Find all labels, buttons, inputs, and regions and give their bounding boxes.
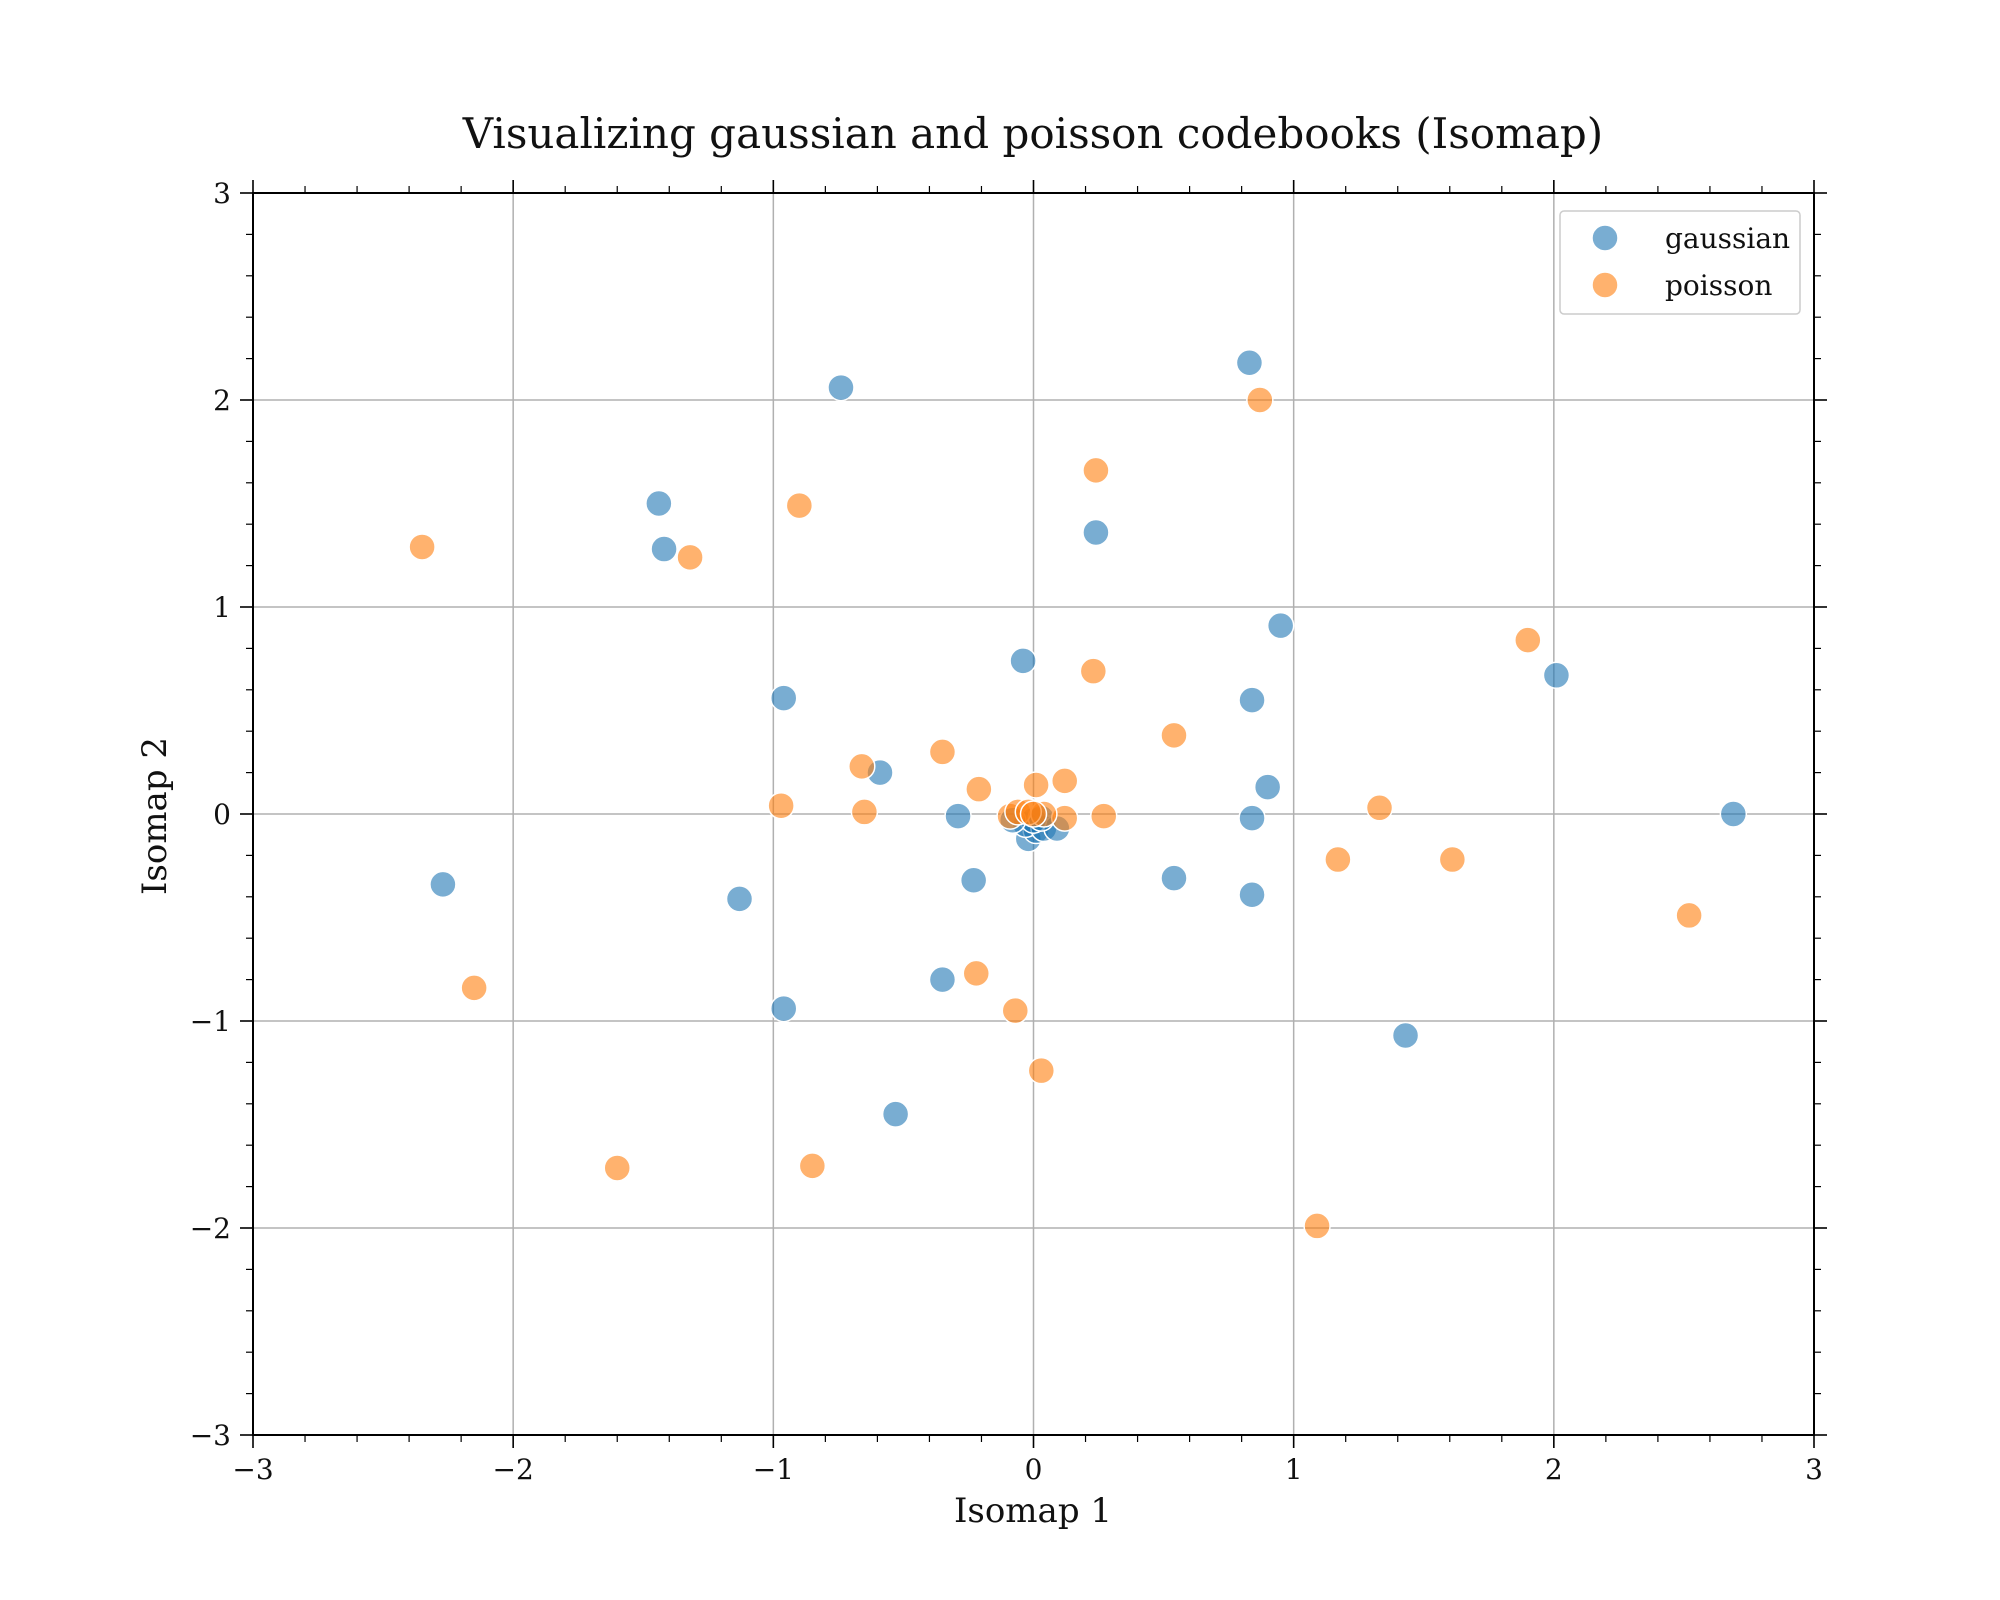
y-tick-label: −2 — [190, 1212, 231, 1245]
poisson-point — [676, 543, 704, 572]
y-tick-label: 3 — [213, 177, 231, 210]
gaussian-point — [725, 885, 754, 913]
poisson-point — [1675, 901, 1703, 930]
gaussian-point — [1009, 647, 1037, 675]
y-tick-label: 2 — [213, 384, 231, 417]
poisson-point — [603, 1154, 631, 1182]
gaussian-point — [769, 994, 798, 1023]
gaussian-point — [1391, 1021, 1420, 1050]
poisson-point — [767, 791, 795, 820]
gaussian-point — [645, 489, 673, 518]
poisson-point — [1514, 626, 1542, 654]
poisson-point — [785, 491, 814, 520]
poisson-point — [408, 533, 436, 561]
legend-box — [1559, 210, 1801, 315]
poisson-point — [798, 1152, 827, 1180]
poisson-point — [850, 798, 879, 826]
gaussian-point — [1238, 686, 1266, 714]
gaussian-point — [769, 684, 798, 712]
y-axis-title: Isomap 2 — [135, 737, 175, 895]
x-tick-label: 3 — [1805, 1453, 1823, 1486]
tick-labels: −3 −2 −1 0 1 2 3 −3 −2 −1 0 1 2 3 — [190, 177, 1823, 1486]
poisson-point — [1365, 794, 1394, 822]
gaussian-point — [1235, 348, 1264, 377]
y-tick-label: 1 — [213, 591, 231, 624]
poisson-point — [1079, 657, 1108, 685]
x-tick-label: 0 — [1025, 1453, 1043, 1486]
gaussian-point — [1266, 611, 1295, 640]
x-tick-label: −2 — [493, 1453, 534, 1486]
poisson-point — [965, 775, 993, 803]
poisson-point — [1089, 802, 1118, 830]
gaussian-point — [1542, 661, 1571, 690]
gaussian-point — [1253, 773, 1282, 801]
x-tick-label: 1 — [1285, 1453, 1303, 1486]
poisson-point — [1160, 721, 1188, 750]
legend-marker-poisson — [1591, 271, 1619, 299]
y-tick-label: 0 — [213, 798, 231, 831]
gaussian-point — [429, 870, 457, 899]
x-tick-label: 2 — [1545, 1453, 1563, 1486]
axis-ticks — [240, 180, 1827, 1448]
gaussian-point — [1238, 804, 1266, 832]
gaussian-point — [1082, 518, 1110, 547]
gaussian-point — [959, 866, 988, 894]
poisson-point — [1324, 845, 1352, 874]
gaussian-point — [1238, 880, 1266, 909]
poisson-point — [460, 974, 488, 1002]
gaussian-point — [827, 373, 855, 402]
gaussian-point — [1160, 864, 1188, 892]
data-points — [408, 348, 1748, 1240]
poisson-point — [1027, 1056, 1056, 1085]
x-tick-label: −3 — [232, 1453, 273, 1486]
chart-title: Visualizing gaussian and poisson codeboo… — [462, 109, 1603, 158]
poisson-point — [1082, 456, 1110, 485]
poisson-point — [1001, 996, 1030, 1025]
gaussian-point — [944, 802, 972, 830]
gaussian-point — [928, 965, 957, 994]
legend-marker-gaussian — [1591, 224, 1619, 252]
gaussian-point — [1719, 800, 1748, 828]
x-axis-title: Isomap 1 — [954, 1491, 1112, 1531]
poisson-point — [1438, 845, 1467, 874]
x-tick-label: −1 — [753, 1453, 794, 1486]
y-tick-label: −3 — [190, 1419, 231, 1452]
poisson-point — [1303, 1212, 1331, 1240]
legend: gaussian poisson — [1559, 210, 1801, 315]
poisson-point — [962, 959, 991, 988]
poisson-point — [1050, 767, 1079, 795]
gaussian-point — [650, 535, 678, 563]
poisson-point — [848, 752, 876, 781]
y-tick-label: −1 — [190, 1005, 231, 1038]
legend-label-poisson: poisson — [1665, 269, 1772, 302]
legend-label-gaussian: gaussian — [1665, 222, 1790, 255]
poisson-point — [1022, 771, 1050, 799]
poisson-point — [1246, 386, 1274, 414]
poisson-point — [928, 738, 957, 766]
gaussian-point — [881, 1100, 910, 1128]
poisson-point — [1019, 800, 1048, 828]
